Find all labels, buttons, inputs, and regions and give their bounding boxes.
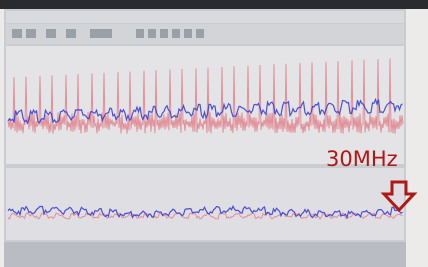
tool-button[interactable] — [66, 29, 76, 38]
annotation-label: 30MHz — [326, 147, 398, 171]
lower-plot — [6, 168, 404, 240]
tool-button[interactable] — [184, 29, 192, 38]
tool-button[interactable] — [90, 29, 112, 38]
toolbar — [6, 24, 404, 44]
tool-button[interactable] — [196, 29, 204, 38]
tool-button[interactable] — [12, 29, 22, 38]
tool-button[interactable] — [26, 29, 36, 38]
tool-button[interactable] — [148, 29, 156, 38]
tool-button[interactable] — [172, 29, 180, 38]
tool-button[interactable] — [46, 29, 56, 38]
monitor-bezel — [0, 0, 428, 9]
photo: 30MHz — [0, 0, 428, 267]
tool-button[interactable] — [136, 29, 144, 38]
tool-button[interactable] — [160, 29, 168, 38]
status-area — [4, 242, 406, 267]
page: 30MHz (() => { const data = JSON.parse(d… — [0, 0, 428, 267]
menu-bar — [6, 11, 404, 23]
